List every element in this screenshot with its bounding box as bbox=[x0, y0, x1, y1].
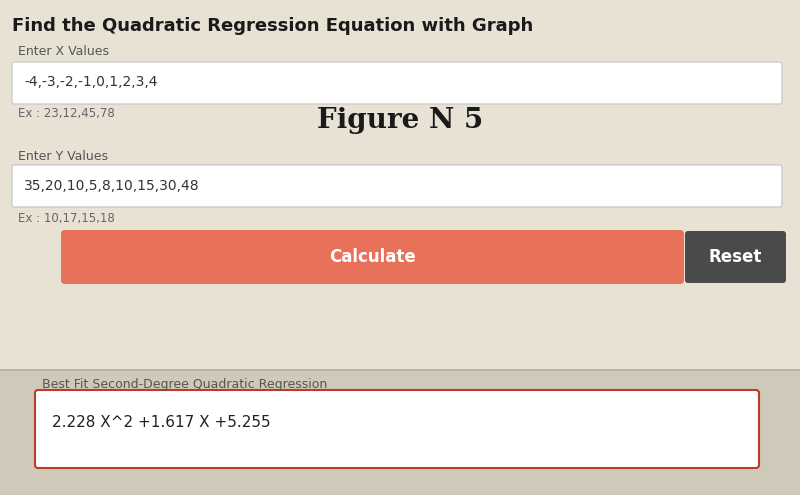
FancyBboxPatch shape bbox=[61, 230, 684, 284]
FancyBboxPatch shape bbox=[12, 165, 782, 207]
Text: Figure N 5: Figure N 5 bbox=[317, 107, 483, 134]
Text: Ex : 23,12,45,78: Ex : 23,12,45,78 bbox=[18, 107, 114, 120]
Text: Find the Quadratic Regression Equation with Graph: Find the Quadratic Regression Equation w… bbox=[12, 17, 534, 35]
FancyBboxPatch shape bbox=[0, 370, 800, 495]
FancyBboxPatch shape bbox=[685, 231, 786, 283]
FancyBboxPatch shape bbox=[12, 62, 782, 104]
Text: 2.228 X^2 +1.617 X +5.255: 2.228 X^2 +1.617 X +5.255 bbox=[52, 415, 270, 430]
Text: Enter X Values: Enter X Values bbox=[18, 45, 109, 58]
Text: -4,-3,-2,-1,0,1,2,3,4: -4,-3,-2,-1,0,1,2,3,4 bbox=[24, 75, 158, 89]
Text: Best Fit Second-Degree Quadratic Regression: Best Fit Second-Degree Quadratic Regress… bbox=[42, 378, 327, 391]
Text: 35,20,10,5,8,10,15,30,48: 35,20,10,5,8,10,15,30,48 bbox=[24, 179, 200, 193]
Text: Calculate: Calculate bbox=[329, 248, 415, 266]
Text: Reset: Reset bbox=[708, 248, 762, 266]
Text: Ex : 10,17,15,18: Ex : 10,17,15,18 bbox=[18, 212, 114, 225]
FancyBboxPatch shape bbox=[35, 390, 759, 468]
Text: Enter Y Values: Enter Y Values bbox=[18, 150, 108, 163]
